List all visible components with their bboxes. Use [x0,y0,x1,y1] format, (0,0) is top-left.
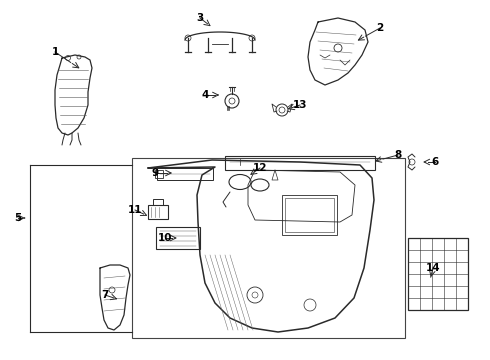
Text: 3: 3 [196,13,204,23]
Bar [157,168,213,180]
Text: 9: 9 [151,168,159,178]
Bar [225,156,375,170]
Bar [132,158,405,338]
Text: 14: 14 [426,263,441,273]
Text: 5: 5 [14,213,22,223]
Text: 2: 2 [376,23,384,33]
Bar [148,205,168,219]
Bar [156,227,200,249]
Text: 10: 10 [158,233,172,243]
Text: 12: 12 [253,163,267,173]
Text: 13: 13 [293,100,307,110]
Bar [153,199,163,205]
Bar [282,195,337,235]
Text: 11: 11 [128,205,142,215]
Text: 1: 1 [51,47,59,57]
Text: 6: 6 [431,157,439,167]
Text: 8: 8 [394,150,402,160]
Bar [408,238,468,310]
Bar [155,170,163,178]
Text: 7: 7 [101,290,109,300]
Bar [285,198,334,232]
Text: 4: 4 [201,90,209,100]
